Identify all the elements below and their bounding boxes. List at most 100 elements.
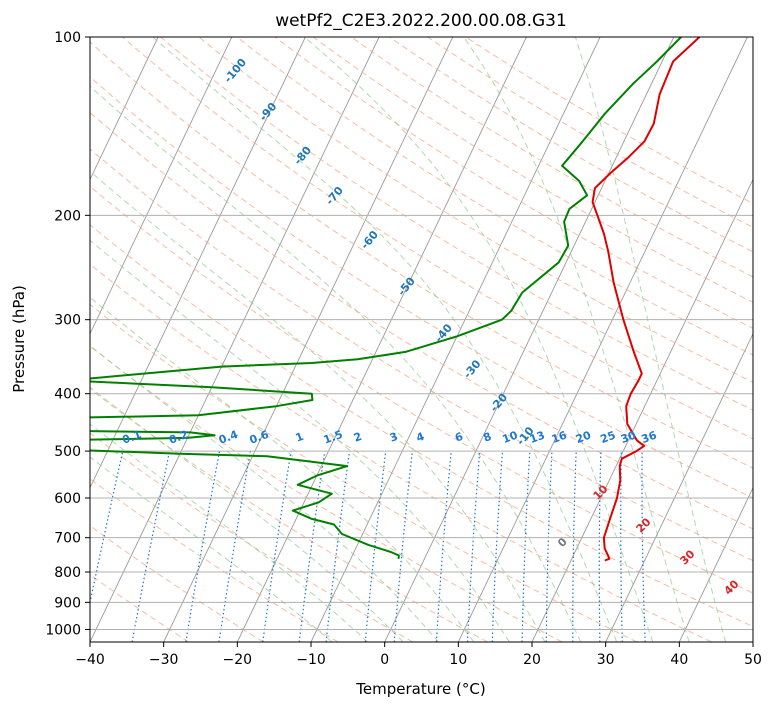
mixing-ratio-label: 3: [388, 430, 400, 445]
dry-adiabat-line: [90, 388, 488, 642]
dry-adiabat-line: [90, 432, 414, 642]
moist-adiabat-line: [90, 296, 475, 642]
isotherm-line: [236, 37, 527, 642]
x-tick-label: −20: [223, 652, 253, 668]
mixing-ratio-line: [262, 451, 292, 642]
pressure-gridlines: [90, 37, 753, 630]
sounding-profiles: [90, 37, 701, 562]
isotherm-line: [310, 37, 601, 642]
x-tick-label: 0: [380, 652, 389, 668]
mixing-ratio-label: 30: [619, 428, 638, 446]
x-tick-label: 50: [744, 652, 762, 668]
dry-adiabat-line: [90, 573, 190, 642]
dry-adiabat-line: [351, 37, 753, 278]
dry-adiabat-line: [90, 76, 753, 499]
mixing-ratio-line: [466, 451, 481, 642]
x-tick-label: 10: [449, 652, 467, 668]
dry-adiabat-line: [90, 224, 753, 628]
dewpoint-profile-line: [90, 37, 682, 559]
mixing-ratio-label: 10: [501, 428, 520, 446]
mixing-ratio-label: 1.5: [322, 428, 345, 447]
moist-adiabat-label: 20: [634, 515, 654, 535]
dry-adiabat-label: -40: [432, 321, 455, 345]
mixing-ratio-label: 4: [415, 430, 427, 445]
mixing-ratio-line: [491, 451, 504, 642]
x-tick-label: −30: [149, 652, 179, 668]
background-lines: [90, 37, 753, 642]
dry-adiabat-label: -20: [487, 391, 510, 415]
mixing-ratio-line: [90, 450, 124, 606]
moist-adiabat-line: [152, 37, 618, 642]
x-axis: −40 −30 −20 −10 0 10 20 30 40 50: [75, 642, 762, 668]
mixing-ratio-label: 20: [574, 428, 593, 446]
mixing-ratio-line: [185, 450, 221, 642]
isotherm-line: [90, 37, 233, 335]
mixing-ratio-label: 36: [640, 428, 659, 446]
moist-adiabat-line: [90, 85, 582, 642]
y-axis: 100 200 300 400 500 600 700 800 900 1000: [45, 30, 90, 638]
x-axis-title: Temperature (°C): [355, 680, 485, 698]
mixing-ratio-line: [325, 451, 351, 642]
moist-adiabat-label: 10: [591, 482, 611, 502]
plot-area: -100-90-80-70-60-50-40-30-20-100.1 0.2 0.4…: [90, 37, 753, 642]
moist-adiabat-line: [574, 37, 727, 642]
y-tick-label: 600: [54, 491, 81, 507]
mixing-ratio-line: [545, 451, 553, 642]
dry-adiabat-line: [122, 37, 753, 440]
dry-adiabat-label: -80: [291, 144, 314, 168]
dry-adiabat-line: [90, 185, 753, 594]
isotherm-line: [678, 486, 753, 642]
mixing-ratio-label: 0.6: [248, 428, 271, 447]
y-tick-label: 300: [54, 313, 81, 329]
dry-adiabat-line: [90, 345, 563, 642]
dry-adiabat-line: [90, 41, 753, 469]
dry-adiabat-line: [312, 37, 753, 303]
isotherm-line: [752, 640, 753, 642]
moist-adiabat-line: [90, 456, 333, 642]
temperature-profile-line: [591, 37, 701, 562]
dry-adiabat-label: -70: [323, 184, 346, 208]
y-tick-label: 500: [54, 444, 81, 460]
mixing-ratio-line: [598, 451, 602, 642]
x-tick-label: −10: [296, 652, 326, 668]
dry-adiabat-label: -90: [257, 100, 280, 124]
isotherm-line: [90, 37, 306, 489]
mixing-ratio-line: [572, 451, 577, 642]
isotherm-line: [605, 332, 753, 642]
moist-adiabat-line: [90, 423, 369, 642]
dry-adiabat-line: [274, 37, 753, 329]
mixing-ratio-label: 13: [528, 429, 547, 446]
x-tick-label: 20: [523, 652, 541, 668]
moist-adiabat-line: [90, 344, 439, 642]
mixing-ratio-label: 25: [599, 429, 618, 446]
moist-adiabat-line: [90, 386, 404, 642]
mixing-ratio-line: [131, 450, 171, 642]
dry-adiabat-label: -30: [461, 357, 484, 381]
y-tick-label: 900: [54, 595, 81, 611]
y-tick-label: 800: [54, 565, 81, 581]
isotherm-line: [384, 37, 675, 642]
mixing-ratio-label: 0.2: [167, 428, 190, 447]
y-axis-title: Pressure (hPa): [10, 285, 28, 393]
isotherm-line: [457, 37, 748, 642]
dry-adiabat-line: [160, 37, 753, 411]
line-labels: -100-90-80-70-60-50-40-30-20-100.1 0.2 0.4…: [121, 56, 742, 598]
x-tick-label: 30: [597, 652, 615, 668]
y-tick-label: 1000: [45, 622, 81, 638]
plot-frame: [89, 36, 754, 643]
moist-adiabat-label: 40: [722, 577, 742, 597]
mixing-ratio-label: 2: [352, 430, 364, 445]
mixing-ratio-label: 6: [453, 430, 465, 445]
dry-adiabat-line: [90, 303, 638, 642]
x-tick-label: −40: [75, 652, 105, 668]
mixing-ratio-label: 1: [294, 430, 306, 445]
y-tick-label: 700: [54, 531, 81, 547]
dry-adiabat-line: [90, 478, 339, 642]
mixing-ratio-label: 16: [550, 428, 569, 446]
mixing-ratio-line: [298, 451, 326, 642]
mixing-ratio-line: [364, 451, 387, 642]
mixing-ratio-line: [218, 451, 251, 642]
mixing-ratio-label: 8: [482, 430, 494, 445]
isotherm-line: [90, 37, 159, 181]
dry-adiabat-line: [236, 37, 753, 356]
